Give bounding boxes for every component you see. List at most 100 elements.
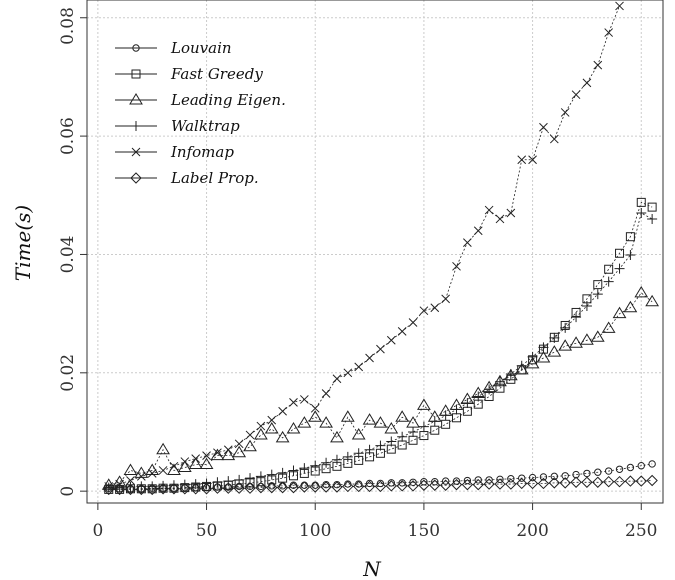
series-2-point-4 — [145, 463, 160, 475]
series-4-point-2 — [126, 476, 135, 485]
series-5-point-31 — [439, 479, 452, 491]
series-5-point-30 — [429, 479, 441, 491]
series-3-point-24 — [364, 444, 375, 455]
y-tick-label-0: 0 — [58, 486, 78, 497]
y-tick-label-1: 0.02 — [58, 354, 78, 392]
x-tick-label-0: 0 — [92, 521, 103, 541]
series-5-point-6 — [168, 483, 180, 495]
series-2-point-46 — [601, 321, 616, 333]
series-4-point-38 — [517, 155, 527, 165]
series-2-point-25 — [373, 416, 388, 428]
series-2-point-5 — [156, 442, 170, 455]
series-3-point-15 — [266, 469, 277, 480]
series-5-point-25 — [374, 480, 387, 493]
legend-entry-4: Infomap — [115, 143, 234, 161]
series-5-point-44 — [581, 476, 593, 488]
series-3-point-40 — [538, 342, 549, 353]
series-0-point-31 — [441, 477, 450, 485]
series-5-point-24 — [363, 480, 376, 493]
series-2-point-14 — [254, 427, 268, 440]
series-4-point-7 — [180, 457, 190, 466]
series-5-point-21 — [331, 481, 343, 493]
series-4-point-6 — [169, 461, 179, 471]
series-5-point-29 — [418, 479, 430, 491]
series-3-point-13 — [245, 473, 256, 484]
series-4-point-43 — [571, 90, 581, 100]
series-2-point-42 — [558, 339, 573, 351]
series-5-point-50 — [646, 474, 658, 487]
series-3-point-47 — [614, 263, 625, 274]
plot-frame — [86, 0, 664, 504]
series-5-point-18 — [298, 481, 311, 493]
series-3-point-32 — [451, 404, 462, 415]
series-2-point-3 — [134, 466, 149, 478]
series-5-point-45 — [592, 476, 604, 488]
series-2-point-40 — [536, 351, 551, 363]
legend: Louvain Fast Greedy Leading Eigen. Walktrap… — [115, 39, 286, 187]
x-tick-label-2: 100 — [299, 521, 331, 541]
series-3-point-39 — [527, 351, 538, 362]
series-2-point-9 — [199, 457, 214, 470]
series-3-point-30 — [429, 416, 440, 427]
series-3-point-7 — [179, 479, 190, 490]
legend-label-4: Infomap — [170, 143, 234, 161]
series-4-point-19 — [310, 403, 320, 413]
series-3-point-4 — [147, 481, 158, 492]
series-3-point-31 — [440, 410, 451, 421]
series-4-point-47 — [615, 1, 624, 11]
series-4-point-44 — [582, 78, 592, 88]
series-1-point-49 — [636, 197, 646, 207]
y-tick-label-2: 0.04 — [58, 236, 78, 274]
series-4-point-16 — [278, 406, 287, 416]
series-4-line — [108, 5, 620, 487]
series-3-point-35 — [484, 384, 495, 395]
series-1-point-30 — [430, 425, 440, 435]
series-4-point-17 — [289, 398, 298, 407]
series-4-point-12 — [234, 439, 244, 449]
x-tick-label-3: 150 — [408, 521, 440, 541]
series-4-point-30 — [430, 303, 440, 313]
series-4-point-13 — [245, 430, 255, 440]
series-2-point-19 — [308, 410, 323, 422]
series-2-point-15 — [264, 422, 279, 434]
series-2-point-45 — [590, 330, 605, 342]
series-4-point-8 — [191, 454, 201, 463]
series-3-point-42 — [560, 322, 571, 333]
series-5-point-32 — [450, 478, 463, 491]
series-4-point-31 — [441, 294, 450, 304]
series-5 — [103, 474, 658, 496]
series-5-point-9 — [200, 483, 213, 495]
series-5-point-26 — [385, 480, 398, 492]
series-2-point-18 — [297, 416, 312, 428]
series-2-point-12 — [232, 445, 247, 458]
series-0-point-36 — [496, 475, 504, 484]
series-4-point-20 — [321, 389, 331, 398]
series-4-point-40 — [539, 122, 548, 132]
series-5-point-16 — [276, 481, 289, 494]
series-4-point-24 — [365, 353, 374, 363]
series-5-point-48 — [624, 475, 637, 487]
series-2-point-8 — [188, 457, 203, 470]
series-2-point-22 — [340, 410, 355, 422]
series-4-point-36 — [495, 214, 505, 224]
series-2-point-13 — [243, 439, 257, 452]
legend-label-5: Label Prop. — [170, 169, 259, 187]
series-5-point-8 — [189, 483, 202, 495]
series-2-point-44 — [580, 333, 594, 345]
series-2-point-16 — [275, 430, 290, 443]
series-2-point-2 — [123, 463, 138, 475]
series-5-point-27 — [396, 480, 408, 492]
legend-marker-1 — [131, 69, 141, 79]
series-5-point-17 — [287, 481, 300, 494]
y-tick-label-3: 0.06 — [58, 117, 78, 155]
series-3-point-25 — [375, 440, 386, 451]
series-2-point-39 — [525, 356, 540, 369]
series-0-point-34 — [474, 476, 482, 484]
series-5-point-47 — [613, 475, 626, 488]
series-3-point-22 — [342, 451, 353, 462]
series-2-point-28 — [406, 416, 420, 428]
y-tick-label-4: 0.08 — [58, 7, 78, 45]
series-layer — [101, 1, 660, 496]
series-5-point-37 — [505, 478, 517, 490]
